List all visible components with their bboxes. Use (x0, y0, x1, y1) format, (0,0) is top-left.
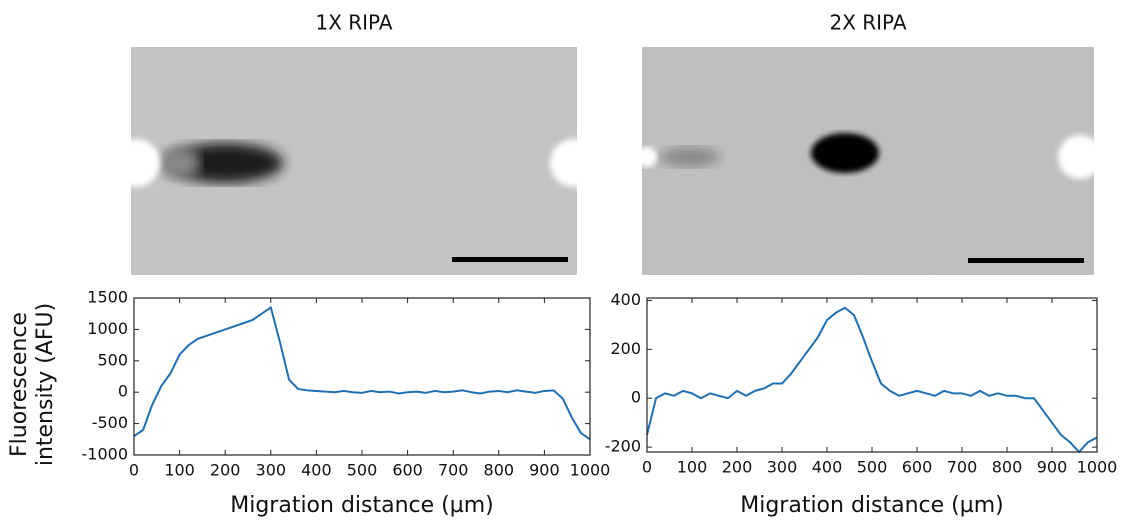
gel-image-1x (131, 47, 577, 275)
y-tick-label: 0 (631, 388, 641, 407)
x-axis-label: Migration distance (µm) (230, 493, 494, 518)
x-tick-label: 100 (677, 458, 708, 477)
x-tick-label: 200 (210, 461, 241, 480)
y-axis-label: intensity (AFU) (33, 303, 58, 466)
chart-title: 1X RIPA (315, 11, 392, 35)
x-tick-label: 1000 (570, 461, 611, 480)
x-tick-label: 1000 (1077, 458, 1118, 477)
y-tick-label: 0 (118, 382, 128, 401)
chart-title: 2X RIPA (829, 11, 906, 35)
y-tick-label: 200 (610, 339, 641, 358)
y-tick-label: -200 (605, 437, 641, 456)
x-tick-label: 700 (438, 461, 469, 480)
data-line (133, 306, 591, 441)
y-tick-label: 400 (610, 290, 641, 309)
x-tick-label: 200 (722, 458, 753, 477)
y-tick-label: 1500 (87, 288, 128, 307)
data-line (646, 306, 1098, 453)
x-tick-label: 900 (1037, 458, 1068, 477)
x-tick-label: 300 (256, 461, 287, 480)
x-tick-label: 300 (767, 458, 798, 477)
x-tick-label: 500 (857, 458, 888, 477)
x-axis-label: Migration distance (µm) (740, 493, 1004, 518)
y-axis-label: Fluorescence (7, 312, 32, 457)
x-tick-label: 800 (992, 458, 1023, 477)
gel-image-2x (642, 47, 1094, 275)
x-tick-label: 0 (129, 461, 139, 480)
x-tick-label: 400 (301, 461, 332, 480)
x-tick-label: 600 (902, 458, 933, 477)
y-tick-label: -500 (92, 413, 128, 432)
x-tick-label: 900 (529, 461, 560, 480)
axes-box (646, 297, 1098, 453)
x-tick-label: 800 (484, 461, 515, 480)
x-tick-label: 100 (164, 461, 195, 480)
x-tick-label: 500 (347, 461, 378, 480)
axes-box (133, 297, 591, 456)
x-tick-label: 0 (642, 458, 652, 477)
y-tick-label: -1000 (82, 445, 129, 464)
y-tick-label: 500 (97, 350, 128, 369)
x-tick-label: 600 (392, 461, 423, 480)
x-tick-label: 400 (812, 458, 843, 477)
y-tick-label: 1000 (87, 319, 128, 338)
x-tick-label: 700 (947, 458, 978, 477)
